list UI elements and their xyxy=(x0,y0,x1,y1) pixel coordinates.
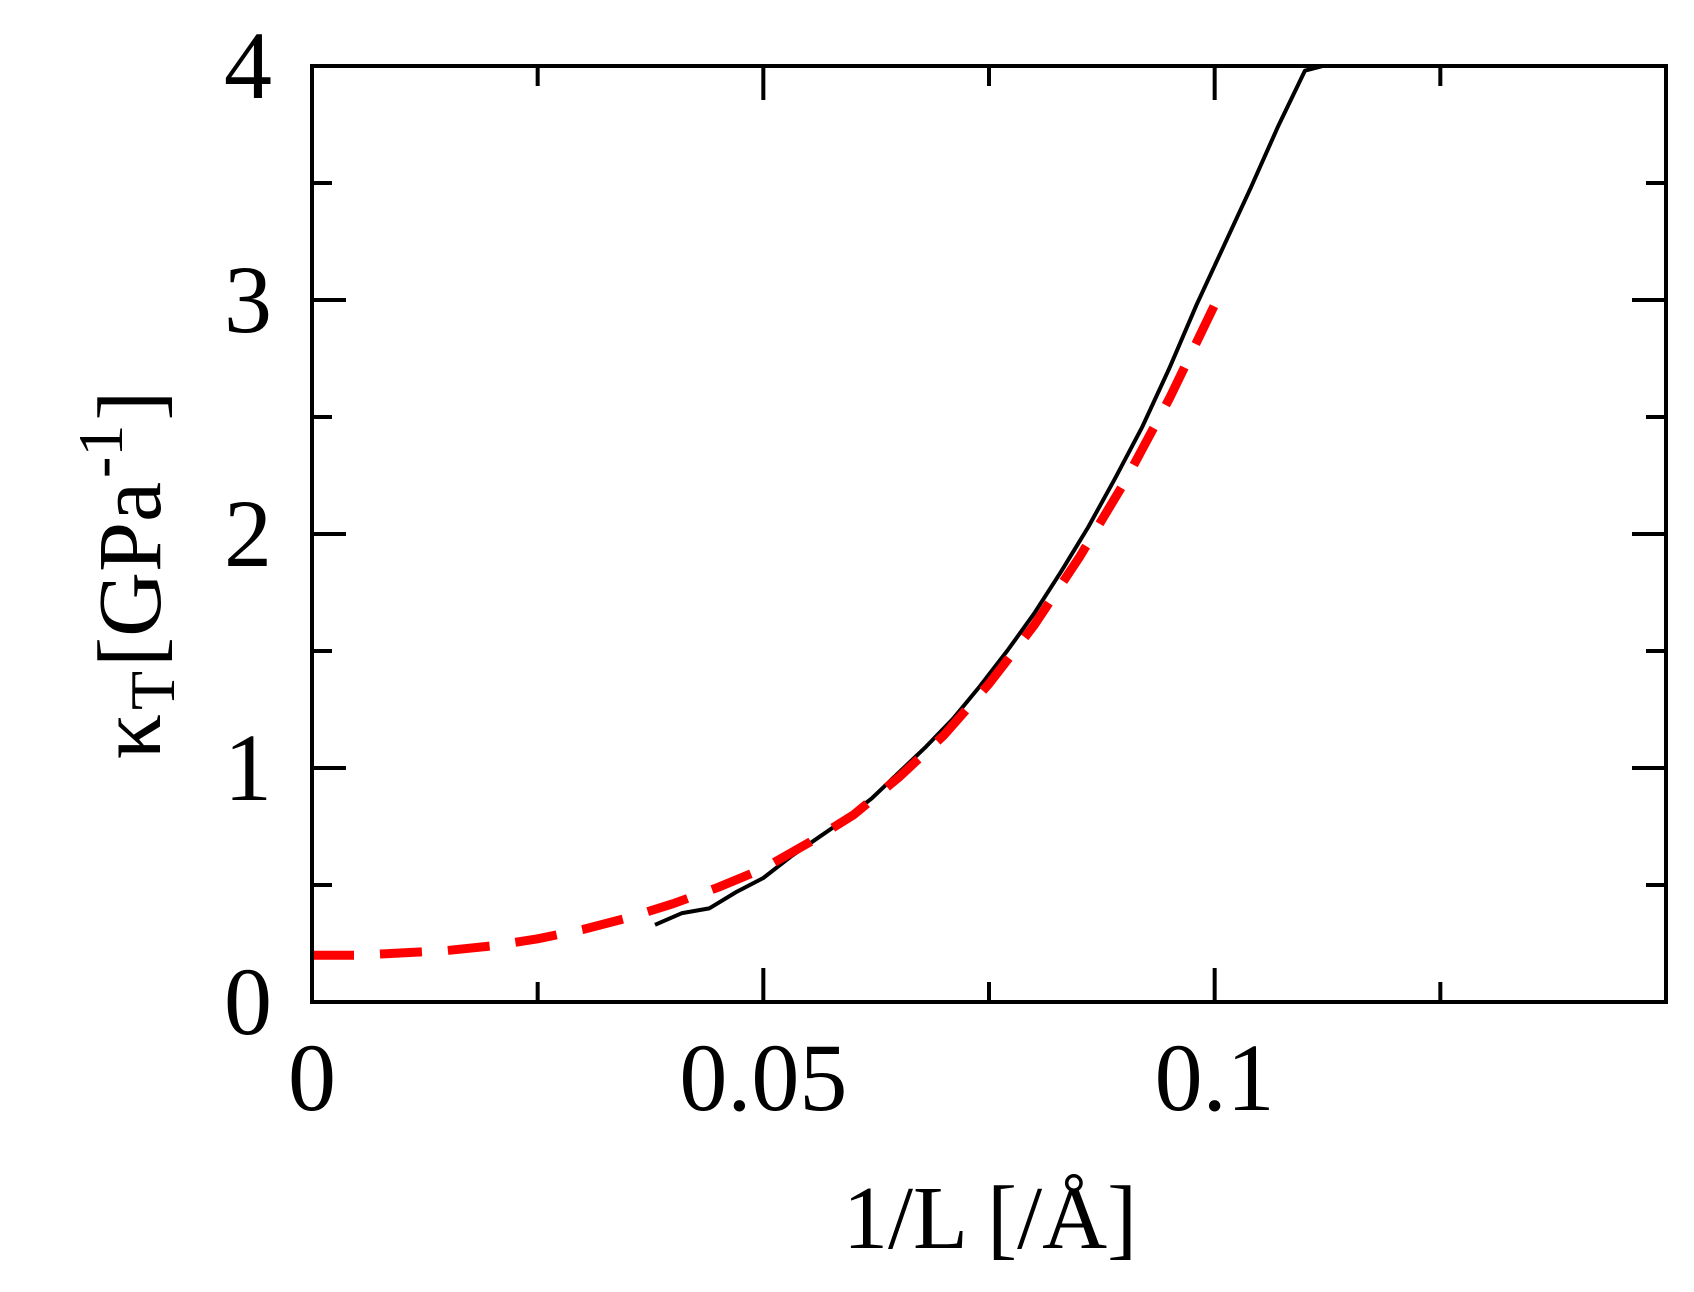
plot-frame xyxy=(310,64,1668,1004)
y-tick-label: 4 xyxy=(224,12,272,119)
y-tick-label: 2 xyxy=(224,480,272,587)
y-tick-label: 3 xyxy=(224,246,272,353)
y-axis-label-unit-close: ] xyxy=(81,391,180,421)
x-tick-label: 0 xyxy=(288,1024,336,1131)
y-axis-label: κ T [GPa -1 ] xyxy=(65,391,188,760)
x-tick-label: 0.05 xyxy=(679,1024,847,1131)
series-line-solid xyxy=(654,64,1324,927)
y-axis-label-unit: [GPa xyxy=(81,482,180,667)
y-tick-label: 1 xyxy=(224,714,272,821)
y-axis-label-subscript: T xyxy=(117,671,188,710)
x-tick-label: 0.1 xyxy=(1155,1024,1275,1131)
y-axis-label-symbol: κ xyxy=(81,714,180,759)
y-axis-label-superscript: -1 xyxy=(65,425,136,478)
series-group xyxy=(312,64,1324,960)
series-line-dashed xyxy=(312,302,1219,960)
y-tick-label: 0 xyxy=(224,948,272,1055)
tick-labels-group: 0 0.05 0.1 0 1 2 3 4 xyxy=(224,12,1275,1131)
x-axis-label: 1/L [/Å] xyxy=(843,1169,1137,1268)
